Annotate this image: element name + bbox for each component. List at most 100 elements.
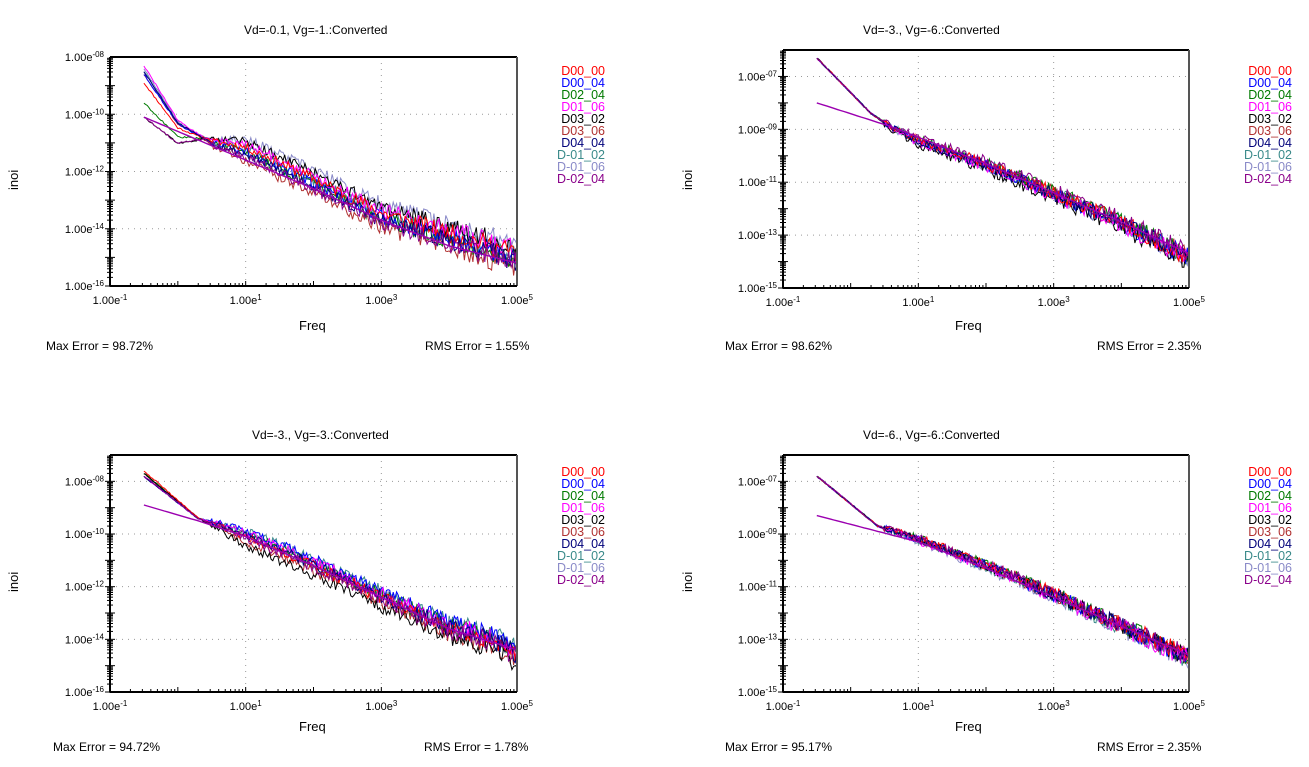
y-tick-label: 1.00e-09 bbox=[738, 122, 778, 136]
y-axis-label: inoi bbox=[680, 169, 695, 190]
series-line-D-01_06 bbox=[143, 68, 518, 252]
rms-error-text: RMS Error = 1.55% bbox=[425, 339, 530, 353]
chart-title: Vd=-6., Vg=-6.:Converted bbox=[863, 428, 1000, 442]
chart-panel-0: Vd=-0.1, Vg=-1.:Converted 1.00e-08 1.00e-… bbox=[0, 0, 654, 383]
series-line-D00_04 bbox=[143, 476, 518, 654]
legend: D00_00 D00_04 D02_04 D01_06 D03_02 D03_06 D04_… bbox=[1244, 64, 1292, 186]
series-line-D01_06 bbox=[143, 65, 518, 262]
legend: D00_00 D00_04 D02_04 D01_06 D03_02 D03_06 D04_… bbox=[1244, 466, 1292, 587]
max-error-text: Max Error = 94.72% bbox=[53, 740, 161, 754]
max-error-text: Max Error = 98.72% bbox=[46, 339, 154, 353]
legend-entry: D-01_06 bbox=[557, 561, 605, 575]
y-tick-label: 1.00e-16 bbox=[65, 279, 105, 293]
legend-entry: D03_06 bbox=[1248, 525, 1292, 539]
rms-error-text: RMS Error = 2.35% bbox=[1097, 740, 1202, 754]
chart-title: Vd=-0.1, Vg=-1.:Converted bbox=[244, 23, 388, 37]
legend-entry: D-01_06 bbox=[1244, 561, 1292, 575]
plot-svg: 1.00e-08 1.00e-10 1.00e-12 1.00e-14 1.00e-16… bbox=[65, 454, 534, 713]
legend-entry: D02_04 bbox=[561, 88, 605, 102]
x-tick-label: 1.00e3 bbox=[365, 699, 398, 713]
legend-entry: D04_04 bbox=[561, 537, 605, 551]
rms-error-text: RMS Error = 2.35% bbox=[1097, 339, 1202, 353]
x-tick-label: 1.00e1 bbox=[230, 699, 263, 713]
x-tick-label: 1.00e3 bbox=[1038, 699, 1071, 713]
chart-panel-3: Vd=-6., Vg=-6.:Converted 1.00e-07 1.00e-0… bbox=[655, 384, 1309, 767]
legend-entry: D03_06 bbox=[561, 525, 605, 539]
series-line-D00_00 bbox=[143, 82, 518, 262]
max-error-text: Max Error = 98.62% bbox=[725, 339, 833, 353]
model-fit-line bbox=[143, 504, 518, 651]
chart-title: Vd=-3., Vg=-6.:Converted bbox=[863, 23, 1000, 37]
plot-svg: 1.00e-08 1.00e-10 1.00e-12 1.00e-14 1.00e-16… bbox=[65, 50, 534, 307]
chart-title: Vd=-3., Vg=-3.:Converted bbox=[252, 428, 389, 442]
legend-entry: D00_04 bbox=[561, 76, 605, 90]
legend-entry: D-01_02 bbox=[557, 148, 605, 162]
legend-entry: D00_04 bbox=[561, 477, 605, 491]
series-group bbox=[143, 470, 518, 672]
legend-entry: D00_04 bbox=[1248, 76, 1292, 90]
series-line-D00_04 bbox=[143, 74, 518, 267]
legend-entry: D01_06 bbox=[1248, 501, 1292, 515]
y-tick-label: 1.00e-15 bbox=[738, 281, 778, 295]
y-tick-label: 1.00e-11 bbox=[739, 580, 778, 594]
legend-entry: D-02_04 bbox=[1244, 172, 1292, 186]
series-line-D-01_02 bbox=[143, 71, 518, 263]
y-axis-label: inoi bbox=[6, 571, 21, 592]
legend-entry: D01_06 bbox=[561, 501, 605, 515]
x-tick-label: 1.00e3 bbox=[365, 293, 398, 307]
y-tick-label: 1.00e-07 bbox=[738, 474, 778, 488]
legend: D00_00 D00_04 D02_04 D01_06 D03_02 D03_06 D04_… bbox=[557, 64, 605, 186]
series-group bbox=[143, 65, 518, 276]
x-tick-label: 1.00e-1 bbox=[93, 293, 128, 307]
x-tick-label: 1.00e-1 bbox=[766, 699, 801, 713]
y-axis-label: inoi bbox=[680, 571, 695, 592]
legend-entry: D03_06 bbox=[561, 124, 605, 138]
max-error-text: Max Error = 95.17% bbox=[725, 740, 833, 754]
x-axis-label: Freq bbox=[955, 719, 982, 734]
y-tick-label: 1.00e-14 bbox=[65, 222, 105, 236]
y-tick-label: 1.00e-12 bbox=[65, 580, 105, 594]
legend-entry: D03_02 bbox=[561, 513, 605, 527]
model-fit-line bbox=[143, 116, 518, 264]
legend-entry: D02_04 bbox=[1248, 489, 1292, 503]
grid bbox=[110, 57, 517, 286]
x-tick-label: 1.00e5 bbox=[501, 293, 534, 307]
legend-entry: D-01_02 bbox=[1244, 148, 1292, 162]
x-axis-label: Freq bbox=[955, 318, 982, 333]
y-tick-label: 1.00e-08 bbox=[65, 50, 105, 64]
x-tick-label: 1.00e3 bbox=[1038, 295, 1071, 309]
x-tick-label: 1.00e1 bbox=[230, 293, 263, 307]
series-line-D-02_04 bbox=[816, 475, 1190, 661]
legend-entry: D-01_02 bbox=[557, 549, 605, 563]
legend-entry: D00_04 bbox=[1248, 477, 1292, 491]
y-axis-label: inoi bbox=[6, 169, 21, 190]
y-tick-label: 1.00e-10 bbox=[65, 527, 105, 541]
legend-entry: D03_02 bbox=[561, 112, 605, 126]
y-tick-label: 1.00e-16 bbox=[65, 685, 105, 699]
legend-entry: D-01_06 bbox=[557, 160, 605, 174]
y-tick-label: 1.00e-12 bbox=[65, 165, 105, 179]
legend: D00_00 D00_04 D02_04 D01_06 D03_02 D03_06 D04_… bbox=[557, 466, 605, 587]
x-tick-label: 1.00e5 bbox=[1173, 699, 1206, 713]
grid bbox=[783, 455, 1189, 692]
legend-entry: D00_00 bbox=[561, 64, 605, 78]
chart-panel-1: Vd=-3., Vg=-6.:Converted 1.00e-07 1.00e-0… bbox=[655, 0, 1309, 383]
y-tick-label: 1.00e-14 bbox=[65, 632, 105, 646]
model-fit-line bbox=[816, 102, 1190, 255]
legend-entry: D03_06 bbox=[1248, 124, 1292, 138]
series-group bbox=[816, 475, 1190, 670]
y-tick-label: 1.00e-10 bbox=[65, 107, 105, 121]
legend-entry: D00_00 bbox=[1248, 64, 1292, 78]
legend-entry: D02_04 bbox=[1248, 88, 1292, 102]
legend-entry: D-02_04 bbox=[1244, 573, 1292, 587]
legend-entry: D01_06 bbox=[1248, 100, 1292, 114]
legend-entry: D04_04 bbox=[1248, 537, 1292, 551]
plot-svg: 1.00e-07 1.00e-09 1.00e-11 1.00e-13 1.00e-15… bbox=[738, 49, 1206, 309]
x-tick-label: 1.00e-1 bbox=[93, 699, 128, 713]
legend-entry: D02_04 bbox=[561, 489, 605, 503]
rms-error-text: RMS Error = 1.78% bbox=[424, 740, 529, 754]
legend-entry: D-01_02 bbox=[1244, 549, 1292, 563]
x-axis-label: Freq bbox=[299, 318, 326, 333]
legend-entry: D04_04 bbox=[561, 136, 605, 150]
series-line-D-02_04 bbox=[816, 57, 1190, 261]
